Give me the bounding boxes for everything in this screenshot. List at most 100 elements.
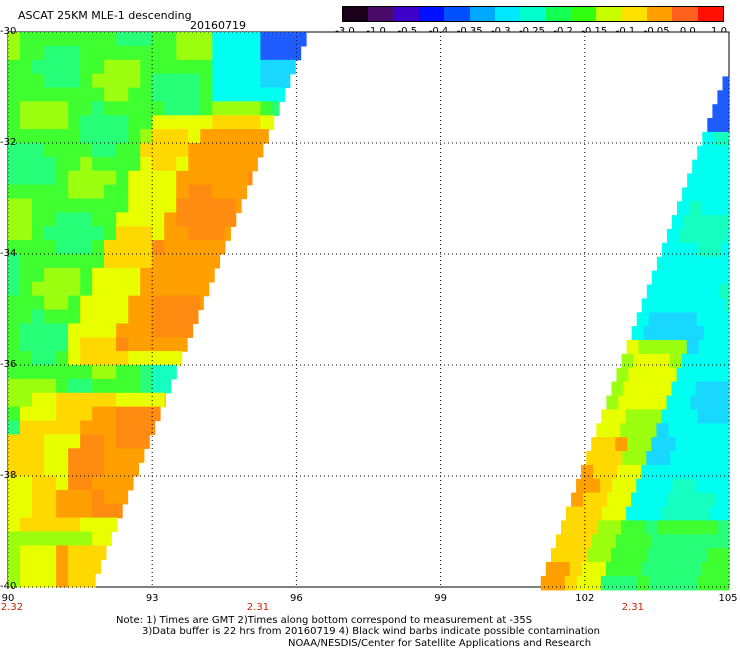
- wind-cell: [92, 281, 105, 297]
- wind-cell: [624, 478, 637, 494]
- wind-cell: [592, 534, 605, 549]
- wind-cell: [80, 392, 93, 408]
- wind-cell: [8, 545, 21, 560]
- wind-cell: [630, 395, 643, 410]
- wind-cell: [68, 281, 81, 297]
- wind-cell: [164, 240, 177, 255]
- wind-cell: [696, 215, 709, 230]
- wind-cell: [20, 323, 33, 338]
- wind-cell: [709, 145, 722, 161]
- wind-cell: [722, 242, 730, 258]
- wind-cell: [604, 534, 617, 549]
- wind-cell: [56, 448, 69, 463]
- wind-cell: [652, 367, 666, 383]
- wind-cell: [200, 170, 213, 186]
- wind-cell: [32, 198, 45, 213]
- wind-cell: [200, 240, 213, 255]
- wind-cell: [68, 170, 81, 186]
- latitude-label: -30: [0, 26, 17, 37]
- wind-cell: [152, 143, 165, 158]
- wind-cell: [68, 434, 81, 449]
- wind-cell: [284, 59, 296, 75]
- map-date: 20160719: [190, 19, 246, 32]
- wind-cell: [92, 337, 105, 352]
- wind-cell: [8, 115, 21, 130]
- wind-cell: [188, 156, 201, 172]
- wind-cell: [212, 156, 225, 172]
- wind-cell: [80, 462, 93, 477]
- wind-cell: [44, 309, 57, 324]
- wind-cell: [116, 462, 129, 477]
- wind-cell: [164, 143, 177, 158]
- wind-cell: [56, 434, 69, 449]
- wind-cell: [92, 101, 105, 116]
- wind-cell: [672, 215, 685, 230]
- wind-cell: [236, 73, 249, 89]
- wind-cell: [653, 298, 667, 313]
- wind-cell: [696, 312, 710, 327]
- wind-cell: [224, 115, 237, 130]
- wind-cell: [705, 353, 719, 369]
- wind-cell: [104, 32, 117, 47]
- wind-cell: [152, 184, 165, 200]
- wind-cell: [655, 326, 669, 341]
- wind-cell: [712, 534, 725, 549]
- wind-cell: [152, 212, 165, 227]
- wind-cell: [32, 115, 45, 130]
- wind-cell: [651, 437, 664, 452]
- wind-cell: [188, 32, 201, 47]
- wind-cell: [68, 351, 81, 366]
- wind-cell: [116, 323, 129, 338]
- wind-cell: [176, 295, 189, 311]
- wind-cell: [56, 143, 69, 158]
- wind-cell: [700, 367, 714, 383]
- wind-cell: [645, 353, 659, 369]
- wind-cell: [721, 409, 730, 424]
- wind-cell: [20, 45, 33, 61]
- wind-cell: [176, 87, 189, 102]
- wind-cell: [164, 323, 177, 338]
- wind-cell: [632, 423, 645, 438]
- wind-cell: [272, 101, 280, 116]
- wind-cell: [176, 156, 189, 172]
- wind-cell: [32, 476, 45, 491]
- wind-cell: [128, 323, 141, 338]
- wind-cell: [678, 395, 692, 410]
- wind-cell: [128, 184, 141, 200]
- wind-cell: [686, 340, 700, 355]
- wind-cell: [649, 409, 662, 424]
- wind-cell: [212, 45, 225, 61]
- wind-cell: [236, 45, 249, 61]
- wind-cell: [618, 395, 631, 410]
- wind-cell: [656, 423, 669, 438]
- wind-cell: [224, 143, 237, 158]
- wind-cell: [92, 87, 105, 102]
- wind-cell: [176, 281, 189, 297]
- wind-cell: [128, 267, 141, 283]
- wind-cell: [236, 143, 249, 158]
- wind-cell: [8, 517, 21, 533]
- wind-cell: [104, 434, 117, 449]
- wind-cell: [610, 451, 623, 466]
- wind-cell: [32, 129, 45, 144]
- wind-cell: [80, 198, 93, 213]
- wind-cell: [608, 423, 621, 438]
- wind-cell: [92, 198, 105, 213]
- wind-cell: [104, 295, 117, 311]
- note-line-1: Note: 1) Times are GMT 2)Times along bot…: [116, 615, 533, 626]
- wind-cell: [92, 489, 105, 505]
- wind-cell: [80, 503, 93, 519]
- wind-cell: [80, 545, 93, 560]
- wind-cell: [164, 198, 177, 213]
- wind-cell: [56, 462, 69, 477]
- wind-cell: [712, 104, 725, 119]
- wind-cell: [140, 212, 153, 227]
- wind-cell: [20, 406, 33, 422]
- wind-cell: [140, 129, 153, 144]
- wind-cell: [32, 226, 45, 241]
- wind-cell: [92, 531, 105, 546]
- wind-cell: [679, 326, 693, 341]
- wind-cell: [188, 240, 201, 255]
- wind-cell: [284, 45, 297, 61]
- wind-cell: [20, 184, 33, 200]
